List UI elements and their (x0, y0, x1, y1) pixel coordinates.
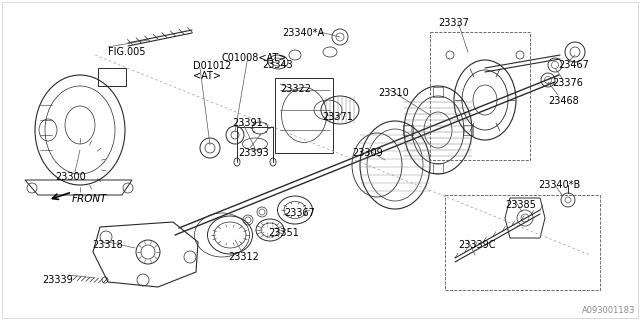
Text: 23340*B: 23340*B (538, 180, 580, 190)
Text: 23376: 23376 (552, 78, 583, 88)
Text: 23339C: 23339C (458, 240, 495, 250)
Text: <AT>: <AT> (193, 71, 221, 81)
Text: 23391: 23391 (232, 118, 263, 128)
Text: FIG.005: FIG.005 (108, 47, 145, 57)
Bar (430, 32, 530, 160)
Text: 23339: 23339 (42, 275, 73, 285)
Text: 23310: 23310 (378, 88, 409, 98)
Text: 23367: 23367 (284, 208, 315, 218)
Text: 23351: 23351 (268, 228, 299, 238)
Text: 23467: 23467 (558, 60, 589, 70)
Text: 23343: 23343 (262, 60, 292, 70)
Bar (275, 78, 333, 153)
Bar (433, 163, 443, 173)
Bar (463, 125, 473, 135)
Text: 23322: 23322 (280, 84, 311, 94)
Text: 23309: 23309 (352, 148, 383, 158)
Text: 23393: 23393 (238, 148, 269, 158)
Text: 23318: 23318 (92, 240, 123, 250)
Text: 23371: 23371 (322, 112, 353, 122)
Bar (433, 87, 443, 97)
Bar (98, 68, 126, 86)
Text: 23300: 23300 (55, 172, 86, 182)
Text: 23468: 23468 (548, 96, 579, 106)
Text: A093001183: A093001183 (582, 306, 635, 315)
Text: D01012: D01012 (193, 61, 232, 71)
Text: 23312: 23312 (228, 252, 259, 262)
Text: C01008<AT>: C01008<AT> (222, 53, 287, 63)
Text: 23340*A: 23340*A (282, 28, 324, 38)
Text: FRONT: FRONT (72, 194, 108, 204)
Text: 23337: 23337 (438, 18, 469, 28)
Text: 23385: 23385 (505, 200, 536, 210)
Bar (403, 125, 413, 135)
Bar (445, 195, 600, 290)
